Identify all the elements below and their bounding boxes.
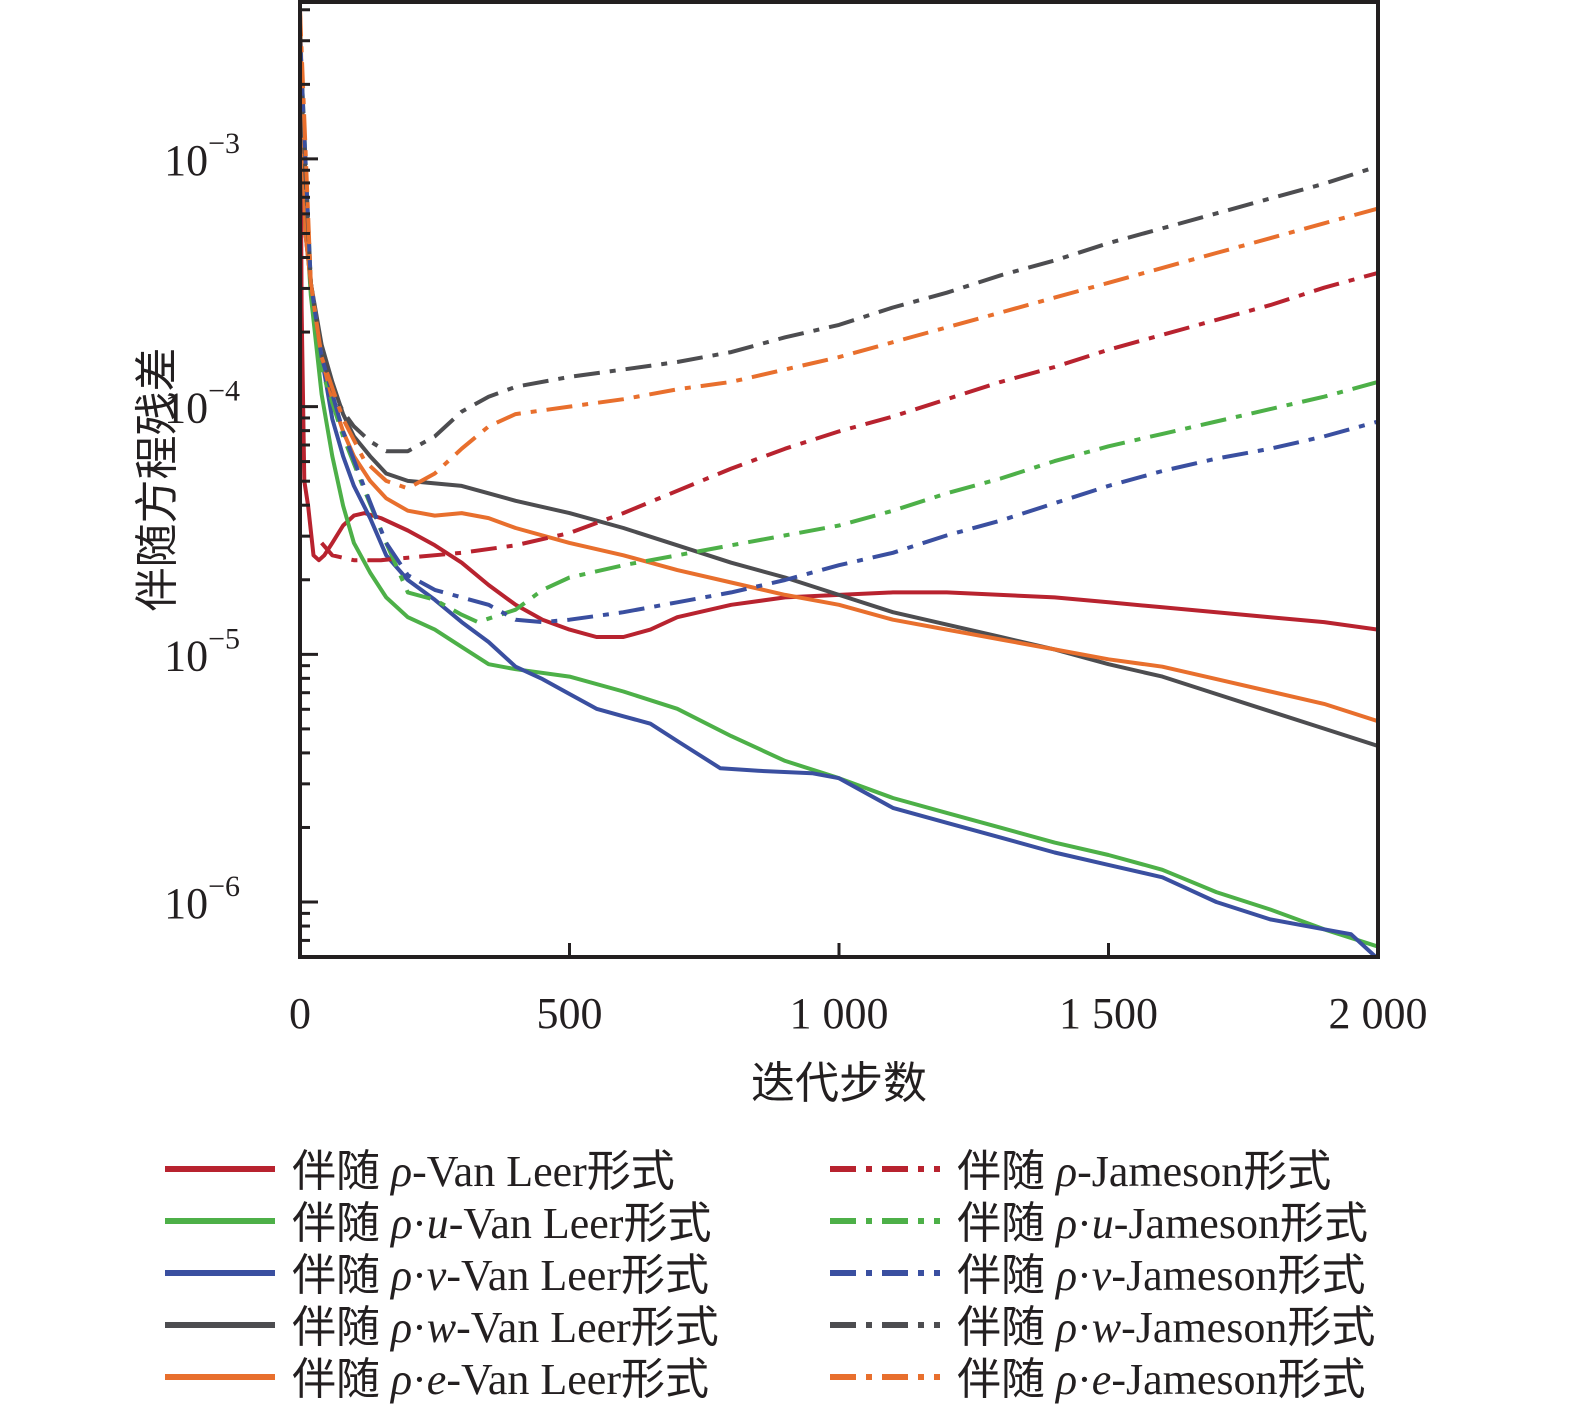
x-tick-label: 500 [537, 989, 603, 1038]
legend-item: 伴随 ρ·w-Jameson形式 [825, 1296, 1375, 1352]
legend-item: 伴随 ρ-Jameson形式 [825, 1140, 1331, 1196]
x-tick-label: 1 500 [1059, 989, 1158, 1038]
legend-swatch [165, 1374, 275, 1380]
legend-label: 伴随 ρ·u-Van Leer形式 [292, 1199, 712, 1248]
y-tick-label: 10−3 [164, 127, 240, 185]
legend-item: 伴随 ρ·v-Van Leer形式 [160, 1244, 709, 1300]
legend-label: 伴随 ρ·e-Van Leer形式 [292, 1355, 709, 1404]
legend-label: 伴随 ρ·v-Van Leer形式 [292, 1251, 709, 1300]
series-line-9 [300, 10, 1378, 491]
plot-area [300, 10, 1378, 957]
legend-swatch [830, 1270, 940, 1276]
y-tick-label: 10−4 [164, 375, 240, 433]
legend: 伴随 ρ-Van Leer形式 伴随 ρ·u-Van Leer形式 伴随 ρ·v-V… [160, 1140, 1460, 1404]
y-axis-title: 伴随方程残差 [133, 348, 182, 612]
legend-label: 伴随 ρ·e-Jameson形式 [957, 1355, 1366, 1404]
plot-frame [298, 0, 1380, 959]
series-line-2 [300, 35, 1378, 957]
legend-label: 伴随 ρ-Jameson形式 [957, 1147, 1332, 1196]
series-line-6 [300, 35, 1378, 625]
x-axis: 0 500 1 000 1 500 2 000 [289, 943, 1428, 1038]
legend-swatch [830, 1166, 940, 1172]
series-line-3 [300, 59, 1378, 748]
x-tick-label: 0 [289, 989, 311, 1038]
x-tick-label: 2 000 [1329, 989, 1428, 1038]
y-tick-label: 10−6 [164, 870, 240, 928]
legend-swatch [830, 1218, 940, 1224]
legend-label: 伴随 ρ-Van Leer形式 [292, 1147, 675, 1196]
legend-item: 伴随 ρ·e-Van Leer形式 [160, 1348, 709, 1404]
series-line-5 [320, 270, 1378, 563]
legend-item: 伴随 ρ·v-Jameson形式 [825, 1244, 1366, 1300]
x-tick-label: 1 000 [790, 989, 889, 1038]
series-line-1 [300, 35, 1378, 949]
legend-item: 伴随 ρ-Van Leer形式 [160, 1140, 675, 1196]
y-axis: 10−6 10−5 10−4 10−3 [164, 8, 318, 959]
series-line-8 [300, 59, 1378, 454]
legend-swatch [165, 1218, 275, 1224]
legend-swatch [165, 1166, 275, 1172]
y-tick-label: 10−5 [164, 622, 240, 680]
legend-label: 伴随 ρ·w-Van Leer形式 [292, 1303, 719, 1352]
series-line-7 [300, 35, 1378, 625]
series-line-0 [300, 10, 1378, 639]
legend-item: 伴随 ρ·u-Jameson形式 [825, 1192, 1368, 1248]
legend-item: 伴随 ρ·w-Van Leer形式 [160, 1296, 719, 1352]
legend-item: 伴随 ρ·u-Van Leer形式 [160, 1192, 711, 1248]
x-axis-title: 迭代步数 [751, 1059, 927, 1108]
legend-label: 伴随 ρ·u-Jameson形式 [957, 1199, 1368, 1248]
legend-swatch [165, 1270, 275, 1276]
legend-item: 伴随 ρ·e-Jameson形式 [825, 1348, 1366, 1404]
legend-label: 伴随 ρ·w-Jameson形式 [957, 1303, 1376, 1352]
residual-chart: 10−6 10−5 10−4 10−3 0 500 1 000 1 500 2 000 迭代步… [133, 0, 1428, 1108]
legend-swatch [165, 1322, 275, 1328]
legend-swatch [830, 1322, 940, 1328]
series-line-4 [300, 10, 1378, 724]
legend-swatch [830, 1374, 940, 1380]
legend-label: 伴随 ρ·v-Jameson形式 [957, 1251, 1366, 1300]
